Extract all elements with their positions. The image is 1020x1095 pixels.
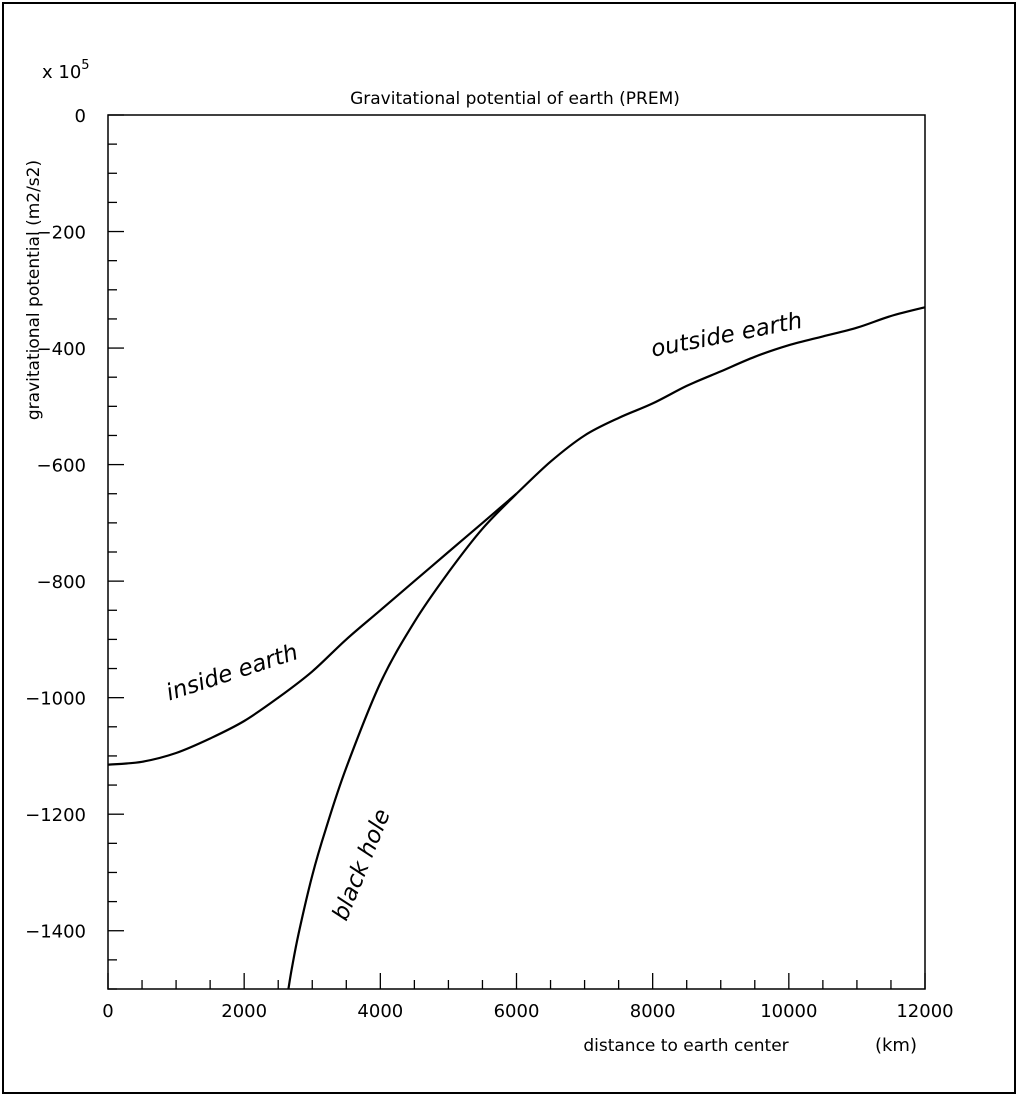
y-tick-label: −200 — [37, 223, 86, 244]
x-tick-label: 12000 — [896, 1001, 953, 1022]
x-tick-label: 4000 — [357, 1001, 403, 1022]
y-tick-label: −1200 — [25, 805, 86, 826]
series-line-outside-earth — [515, 306, 926, 495]
x-axis-unit: (km) — [875, 1035, 917, 1056]
x-axis-label: distance to earth center — [583, 1036, 788, 1056]
x-tick-label: 0 — [102, 1001, 113, 1022]
y-tick-label: −400 — [37, 339, 86, 360]
y-scale-base: x 10 — [42, 62, 81, 83]
axis-ticks — [107, 114, 926, 990]
y-tick-label: 0 — [75, 106, 86, 127]
annotation-black-hole: black hole — [328, 806, 396, 925]
y-tick-label: −1400 — [25, 922, 86, 943]
tick-labels: 0 2000 4000 6000 8000 10000 12000 0 −200 −400 −600… — [25, 106, 954, 1022]
y-axis-label: gravitational potential (m2/s2) — [24, 160, 44, 420]
series-group — [107, 306, 926, 990]
x-tick-label: 8000 — [630, 1001, 676, 1022]
plot-area — [107, 114, 926, 990]
y-scale-label: x 105 — [42, 58, 90, 83]
annotation-outside-earth: outside earth — [649, 308, 805, 363]
x-tick-label: 6000 — [494, 1001, 540, 1022]
x-tick-label: 10000 — [760, 1001, 817, 1022]
series-line-inside-earth — [107, 492, 518, 766]
chart-title: Gravitational potential of earth (PREM) — [350, 89, 680, 109]
series-line-black-hole — [287, 492, 518, 990]
y-tick-label: −600 — [37, 456, 86, 477]
x-tick-label: 2000 — [221, 1001, 267, 1022]
y-tick-label: −800 — [37, 572, 86, 593]
y-scale-exponent: 5 — [81, 58, 89, 73]
y-tick-label: −1000 — [25, 689, 86, 710]
